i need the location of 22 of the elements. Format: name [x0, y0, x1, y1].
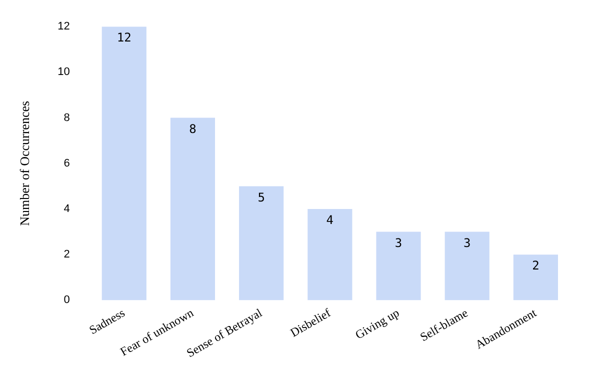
y-tick-label: 8 [64, 112, 70, 124]
y-axis-title: Number of Occurrences [17, 100, 32, 226]
y-tick-label: 12 [58, 20, 70, 33]
data-label: 12 [116, 30, 132, 45]
data-label: 2 [532, 258, 540, 273]
data-label: 3 [463, 236, 471, 250]
bar [444, 232, 490, 300]
bar [513, 254, 558, 300]
y-tick-label: 4 [64, 203, 70, 216]
y-tick-label: 2 [64, 248, 70, 261]
data-label: 4 [326, 213, 334, 228]
data-label: 8 [189, 122, 196, 136]
bar [102, 26, 146, 300]
bar [239, 186, 284, 300]
y-tick-label: 10 [58, 66, 70, 78]
data-label: 5 [258, 190, 265, 204]
bar [308, 209, 352, 300]
bar [170, 118, 216, 300]
y-tick-label: 6 [64, 157, 70, 170]
y-tick-label: 0 [64, 294, 70, 306]
bar [376, 232, 421, 300]
data-label: 3 [394, 236, 402, 250]
